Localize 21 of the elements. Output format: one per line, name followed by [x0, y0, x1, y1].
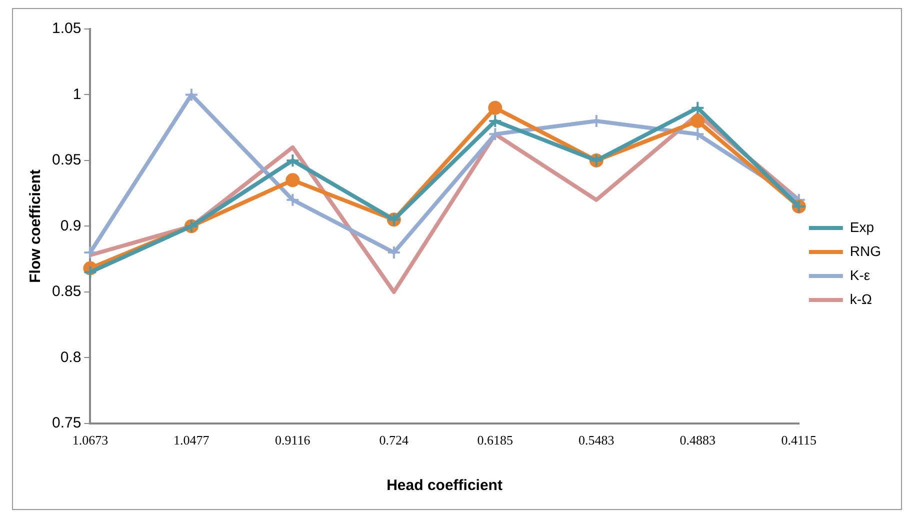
legend-label: k-Ω: [850, 290, 872, 307]
y-tick-label: 0.8: [60, 348, 82, 366]
x-tick-label: 1.0673: [72, 432, 108, 448]
y-tick-label: 0.9: [60, 217, 82, 234]
y-tick-label: 0.85: [52, 283, 82, 300]
legend-label: RNG: [850, 242, 882, 259]
y-axis-title: Flow coefficient: [27, 170, 44, 283]
x-axis-title: Head coefficient: [386, 477, 502, 494]
y-tick-label: 1.05: [52, 20, 82, 38]
legend-label: Exp: [850, 218, 874, 235]
x-tick-label: 0.4883: [680, 432, 716, 448]
x-tick-label: 0.5483: [578, 432, 614, 448]
x-tick-label: 0.724: [379, 432, 410, 448]
y-tick-label: 0.95: [52, 152, 82, 169]
y-tick-label: 0.75: [52, 414, 82, 432]
y-tick-label: 1: [72, 86, 82, 103]
x-tick-label: 0.4115: [781, 432, 817, 448]
x-tick-label: 0.6185: [477, 432, 514, 448]
legend-label: K-ε: [850, 266, 870, 283]
x-tick-label: 0.9116: [275, 432, 311, 448]
x-tick-label: 1.0477: [174, 432, 210, 448]
